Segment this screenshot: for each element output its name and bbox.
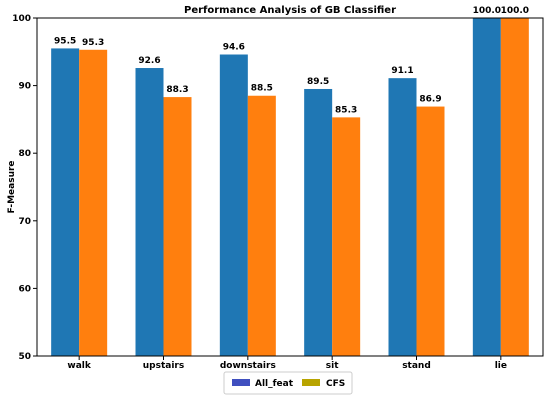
y-tick-label-60: 60	[18, 284, 31, 294]
bar-cfs-walk	[79, 49, 108, 356]
data-label-cfs-walk: 95.3	[82, 38, 104, 48]
x-tick-label-lie: lie	[495, 361, 507, 371]
x-tick-label-sit: sit	[326, 361, 339, 371]
legend-label-cfs: CFS	[326, 379, 345, 389]
bar-all-feat-upstairs	[135, 68, 164, 357]
data-label-cfs-downstairs: 88.5	[251, 84, 273, 94]
bar-all-feat-stand	[388, 78, 417, 356]
y-tick-label-90: 90	[18, 82, 31, 92]
y-tick-label-70: 70	[18, 217, 31, 227]
legend-box	[223, 371, 353, 395]
bar-all-feat-sit	[304, 88, 333, 356]
data-label-all-feat-walk: 95.5	[54, 36, 76, 46]
bar-cfs-lie	[500, 18, 529, 356]
legend-label-all-feat: All_feat	[255, 379, 294, 389]
plot-area-frame	[36, 17, 544, 357]
bars-group	[51, 18, 529, 357]
bar-cfs-sit	[332, 117, 361, 356]
data-label-all-feat-stand: 91.1	[391, 66, 413, 76]
bar-all-feat-lie	[472, 18, 501, 356]
bar-all-feat-downstairs	[219, 54, 248, 357]
x-tick-label-upstairs: upstairs	[143, 361, 184, 371]
data-label-cfs-sit: 85.3	[335, 105, 357, 115]
legend: All_feat CFS	[223, 371, 353, 395]
bar-all-feat-walk	[51, 48, 80, 357]
data-labels-group: 95.5 95.3 92.6 88.3 94.6 88.5 89.5 85.3 91.1 86.9…	[54, 6, 529, 115]
bar-cfs-stand	[416, 106, 445, 356]
legend-swatch-cfs	[302, 379, 320, 386]
y-tick-label-50: 50	[18, 352, 31, 362]
bar-cfs-downstairs	[247, 95, 276, 357]
data-label-cfs-stand: 86.9	[419, 95, 441, 105]
data-label-all-feat-upstairs: 92.6	[138, 56, 160, 66]
x-tick-label-walk: walk	[67, 361, 91, 371]
y-axis-label: F-Measure	[7, 160, 17, 213]
y-tick-label-80: 80	[18, 149, 31, 159]
bar-cfs-upstairs	[163, 97, 192, 356]
chart-title: Performance Analysis of GB Classifier	[184, 5, 396, 16]
data-label-cfs-lie: 100.0	[501, 6, 529, 16]
data-label-all-feat-sit: 89.5	[307, 77, 329, 87]
data-label-all-feat-downstairs: 94.6	[223, 43, 245, 53]
x-axis-ticks: walk upstairs downstairs sit stand lie	[67, 356, 507, 371]
y-axis-ticks: 50 60 70 80 90 100	[12, 14, 37, 362]
x-tick-label-stand: stand	[402, 361, 431, 371]
x-tick-label-downstairs: downstairs	[220, 361, 276, 371]
data-label-all-feat-lie: 100.0	[473, 6, 501, 16]
data-label-cfs-upstairs: 88.3	[166, 85, 188, 95]
y-tick-label-100: 100	[12, 14, 31, 24]
legend-swatch-all-feat	[232, 379, 250, 386]
